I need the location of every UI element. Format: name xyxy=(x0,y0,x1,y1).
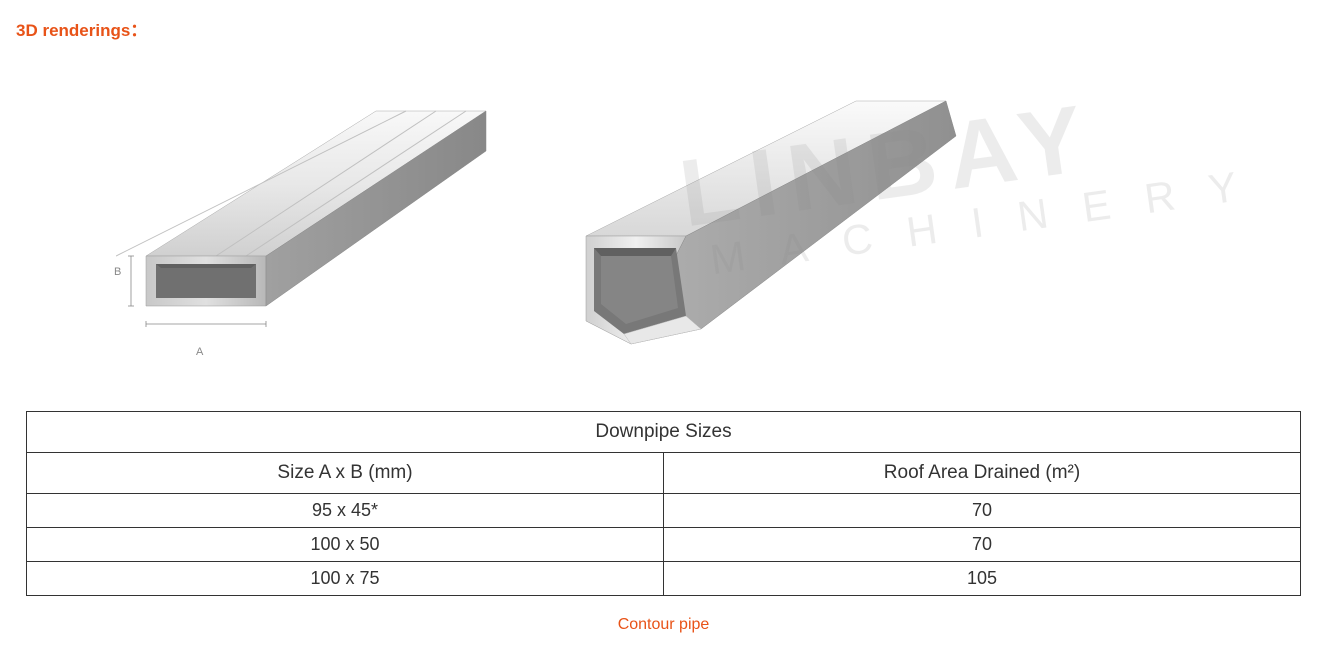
table-row: 100 x 75 105 xyxy=(27,562,1301,596)
table-title: Downpipe Sizes xyxy=(27,412,1301,453)
table-header-row: Size A x B (mm) Roof Area Drained (m²) xyxy=(27,453,1301,494)
section-heading: 3D renderings： xyxy=(16,16,1311,41)
sizes-table-container: Downpipe Sizes Size A x B (mm) Roof Area… xyxy=(26,411,1301,596)
cell-size: 95 x 45* xyxy=(27,494,664,528)
table-title-row: Downpipe Sizes xyxy=(27,412,1301,453)
pipe-rendering-1 xyxy=(116,76,496,366)
figure-caption: Contour pipe xyxy=(16,616,1311,634)
table-row: 95 x 45* 70 xyxy=(27,494,1301,528)
renderings-container: B A xyxy=(16,71,1311,371)
downpipe-sizes-table: Downpipe Sizes Size A x B (mm) Roof Area… xyxy=(26,411,1301,596)
cell-size: 100 x 50 xyxy=(27,528,664,562)
rendering-right xyxy=(556,76,976,366)
column-header-roof: Roof Area Drained (m²) xyxy=(664,453,1301,494)
table-row: 100 x 50 70 xyxy=(27,528,1301,562)
rendering-left: B A xyxy=(116,76,496,366)
dimension-label-b: B xyxy=(114,266,121,278)
cell-roof: 105 xyxy=(664,562,1301,596)
pipe-rendering-2 xyxy=(556,76,976,366)
cell-roof: 70 xyxy=(664,528,1301,562)
dimension-label-a: A xyxy=(196,346,203,358)
cell-roof: 70 xyxy=(664,494,1301,528)
column-header-size: Size A x B (mm) xyxy=(27,453,664,494)
cell-size: 100 x 75 xyxy=(27,562,664,596)
